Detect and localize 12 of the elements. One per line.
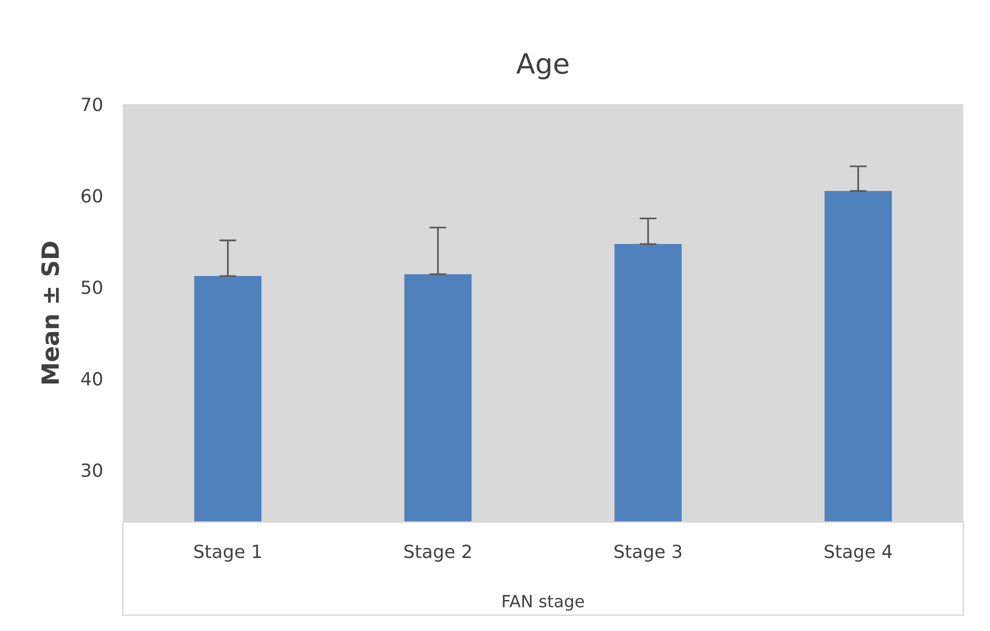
y-tick-label: 40 (81, 372, 102, 386)
y-tick-label: 30 (82, 463, 102, 478)
y-tick-label: 70 (82, 98, 102, 112)
y-tick-label: 60 (82, 189, 102, 203)
x-tick-label: Stage 2 (404, 544, 471, 562)
x-tick-label: Stage 3 (614, 544, 682, 562)
y-tick-label: 50 (82, 280, 102, 294)
chart-title: Age (516, 53, 568, 80)
x-tick-label: Stage 4 (824, 544, 892, 562)
x-axis-title: FAN stage (502, 595, 584, 611)
x-tick-label: Stage 1 (194, 544, 261, 562)
y-axis-title: Mean ± SD (41, 242, 60, 384)
